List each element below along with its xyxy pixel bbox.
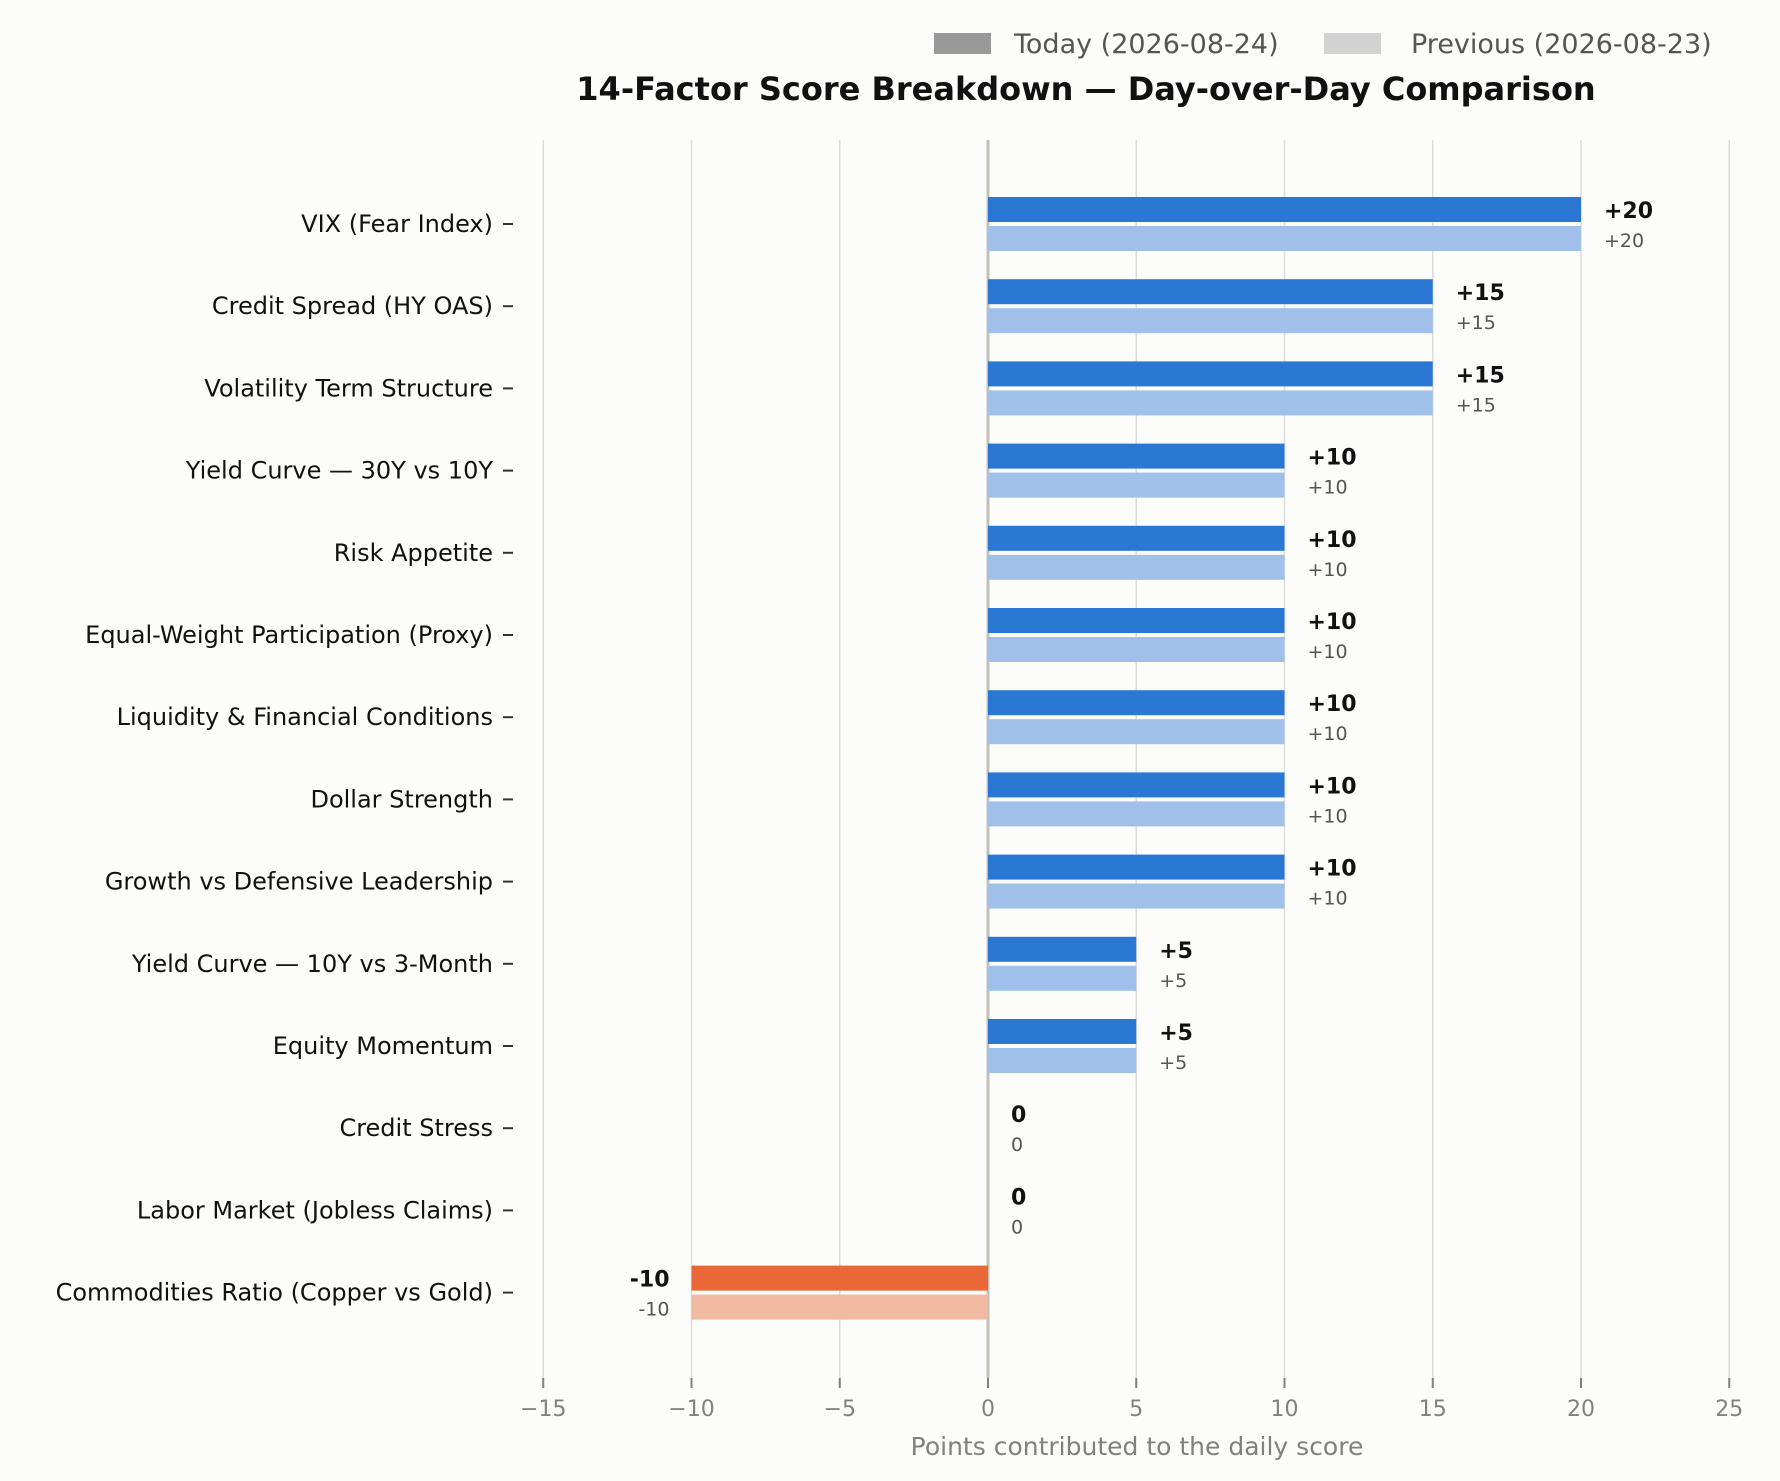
- y-category-label: Growth vs Defensive Leadership: [105, 868, 493, 896]
- bar-today: [988, 525, 1285, 551]
- bar-previous: [988, 554, 1285, 580]
- value-label-previous: +10: [1308, 723, 1348, 745]
- legend: Today (2026-08-24) Previous (2026-08-23): [934, 29, 1712, 60]
- value-label-today: +10: [1308, 610, 1357, 635]
- x-tick-label: 25: [1715, 1397, 1743, 1422]
- bar-today: [988, 443, 1285, 469]
- value-label-previous: +15: [1456, 312, 1496, 334]
- y-category-label: Credit Stress: [339, 1114, 493, 1142]
- value-label-today: +10: [1308, 446, 1357, 471]
- bar-today: [988, 608, 1285, 633]
- x-tick-label: 10: [1271, 1397, 1299, 1422]
- y-category-label: Risk Appetite: [334, 539, 493, 567]
- y-category-label: Liquidity & Financial Conditions: [117, 703, 493, 731]
- bar-today: [988, 772, 1285, 798]
- bar-previous: [988, 965, 1137, 991]
- bar-today: [988, 279, 1433, 305]
- value-label-today: +20: [1604, 199, 1653, 224]
- value-label-previous: +5: [1159, 1052, 1187, 1074]
- value-label-previous: +10: [1308, 805, 1348, 827]
- x-tick-label: 15: [1419, 1397, 1447, 1422]
- x-tick-label: 0: [981, 1397, 995, 1422]
- value-label-previous: -10: [638, 1299, 669, 1321]
- bar-today: [988, 1019, 1137, 1044]
- value-label-previous: +10: [1308, 888, 1348, 910]
- x-tick-label: 5: [1129, 1397, 1143, 1422]
- value-label-today: +10: [1308, 857, 1357, 882]
- bar-previous: [988, 226, 1581, 251]
- value-label-today: 0: [1011, 1185, 1026, 1210]
- bar-previous: [988, 308, 1433, 334]
- y-category-label: Yield Curve — 10Y vs 3-Month: [131, 950, 493, 978]
- value-label-today: +10: [1308, 774, 1357, 799]
- y-category-label: Yield Curve — 30Y vs 10Y: [185, 457, 494, 485]
- x-tick-label: −10: [668, 1397, 714, 1422]
- bar-today: [988, 854, 1285, 880]
- bar-previous: [691, 1294, 988, 1320]
- bar-previous: [988, 472, 1285, 498]
- y-category-label: Commodities Ratio (Copper vs Gold): [56, 1279, 493, 1307]
- bar-previous: [988, 637, 1285, 662]
- value-label-today: +5: [1159, 939, 1193, 964]
- grid: [542, 140, 1730, 1378]
- value-label-today: +10: [1308, 528, 1357, 553]
- x-tick-label: 20: [1567, 1397, 1595, 1422]
- y-axis-categories: VIX (Fear Index) Credit Spread (HY OAS) Vo…: [56, 210, 513, 1307]
- value-label-today: +5: [1159, 1021, 1193, 1046]
- value-label-previous: +10: [1308, 477, 1348, 499]
- legend-swatch-today: [934, 33, 991, 54]
- value-label-today: +10: [1308, 692, 1357, 717]
- value-label-previous: 0: [1011, 1216, 1023, 1238]
- y-category-label: Dollar Strength: [310, 785, 493, 813]
- y-category-label: Equal-Weight Participation (Proxy): [85, 621, 493, 649]
- legend-label-today: Today (2026-08-24): [1013, 29, 1279, 60]
- x-tick-label: −5: [824, 1397, 856, 1422]
- y-category-label: Credit Spread (HY OAS): [212, 292, 493, 320]
- x-axis-ticks: −15 −10 −5 0 5 10 15 20 25: [520, 1378, 1743, 1422]
- value-label-previous: +10: [1308, 641, 1348, 663]
- bar-previous: [988, 390, 1433, 416]
- value-label-today: -10: [630, 1268, 670, 1293]
- value-label-today: +15: [1456, 281, 1505, 306]
- value-label-previous: +10: [1308, 559, 1348, 581]
- value-label-today: 0: [1011, 1103, 1026, 1128]
- y-category-label: Volatility Term Structure: [204, 374, 493, 402]
- bar-today: [988, 690, 1285, 716]
- legend-label-previous: Previous (2026-08-23): [1411, 29, 1712, 60]
- value-label-previous: +20: [1604, 230, 1644, 252]
- bar-today: [691, 1265, 988, 1291]
- bar-previous: [988, 883, 1285, 909]
- y-category-label: VIX (Fear Index): [301, 210, 493, 238]
- y-category-label: Labor Market (Jobless Claims): [137, 1196, 493, 1224]
- bar-previous: [988, 801, 1285, 827]
- value-label-previous: 0: [1011, 1134, 1023, 1156]
- chart-title: 14-Factor Score Breakdown — Day-over-Day…: [576, 70, 1595, 108]
- bar-today: [988, 936, 1137, 962]
- bar-today: [988, 197, 1581, 222]
- x-axis-label: Points contributed to the daily score: [911, 1432, 1364, 1461]
- bar-previous: [988, 1048, 1137, 1073]
- value-label-today: +15: [1456, 363, 1505, 388]
- data-labels: +20 +20 +15 +15 +15 +15 +10 +10 +10 +10 +10 +10 +10 +…: [630, 199, 1653, 1321]
- value-label-previous: +15: [1456, 394, 1496, 416]
- bar-previous: [988, 719, 1285, 745]
- x-tick-label: −15: [520, 1397, 566, 1422]
- y-category-label: Equity Momentum: [273, 1032, 493, 1060]
- legend-swatch-previous: [1324, 33, 1381, 54]
- bar-today: [988, 361, 1433, 387]
- bars: [691, 197, 1581, 1320]
- value-label-previous: +5: [1159, 970, 1187, 992]
